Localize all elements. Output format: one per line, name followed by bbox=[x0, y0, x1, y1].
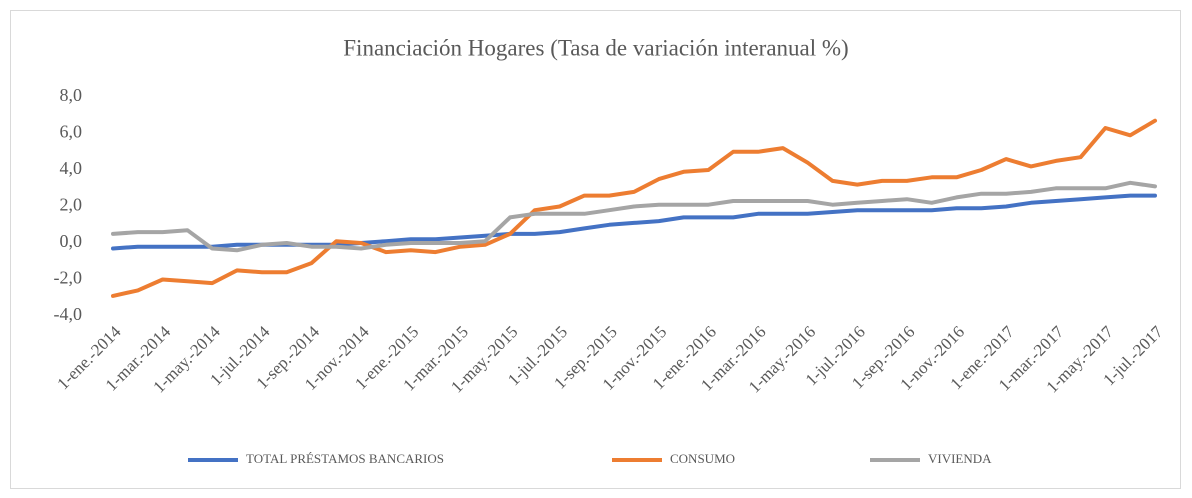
chart-border bbox=[10, 10, 1181, 489]
series-line bbox=[111, 180, 1157, 253]
y-tick-label: 2,0 bbox=[60, 195, 83, 215]
y-tick-label: 4,0 bbox=[60, 158, 83, 178]
chart-title: Financiación Hogares (Tasa de variación … bbox=[343, 35, 848, 60]
y-tick-label: 0,0 bbox=[60, 231, 83, 251]
legend-label: VIVIENDA bbox=[928, 451, 992, 466]
y-tick-label: -4,0 bbox=[54, 304, 83, 324]
y-tick-label: 6,0 bbox=[60, 122, 83, 142]
y-tick-label: -2,0 bbox=[54, 268, 83, 288]
legend-label: TOTAL PRÉSTAMOS BANCARIOS bbox=[246, 451, 444, 466]
legend-label: CONSUMO bbox=[670, 451, 735, 466]
series-line bbox=[111, 118, 1157, 298]
y-tick-label: 8,0 bbox=[60, 85, 83, 105]
